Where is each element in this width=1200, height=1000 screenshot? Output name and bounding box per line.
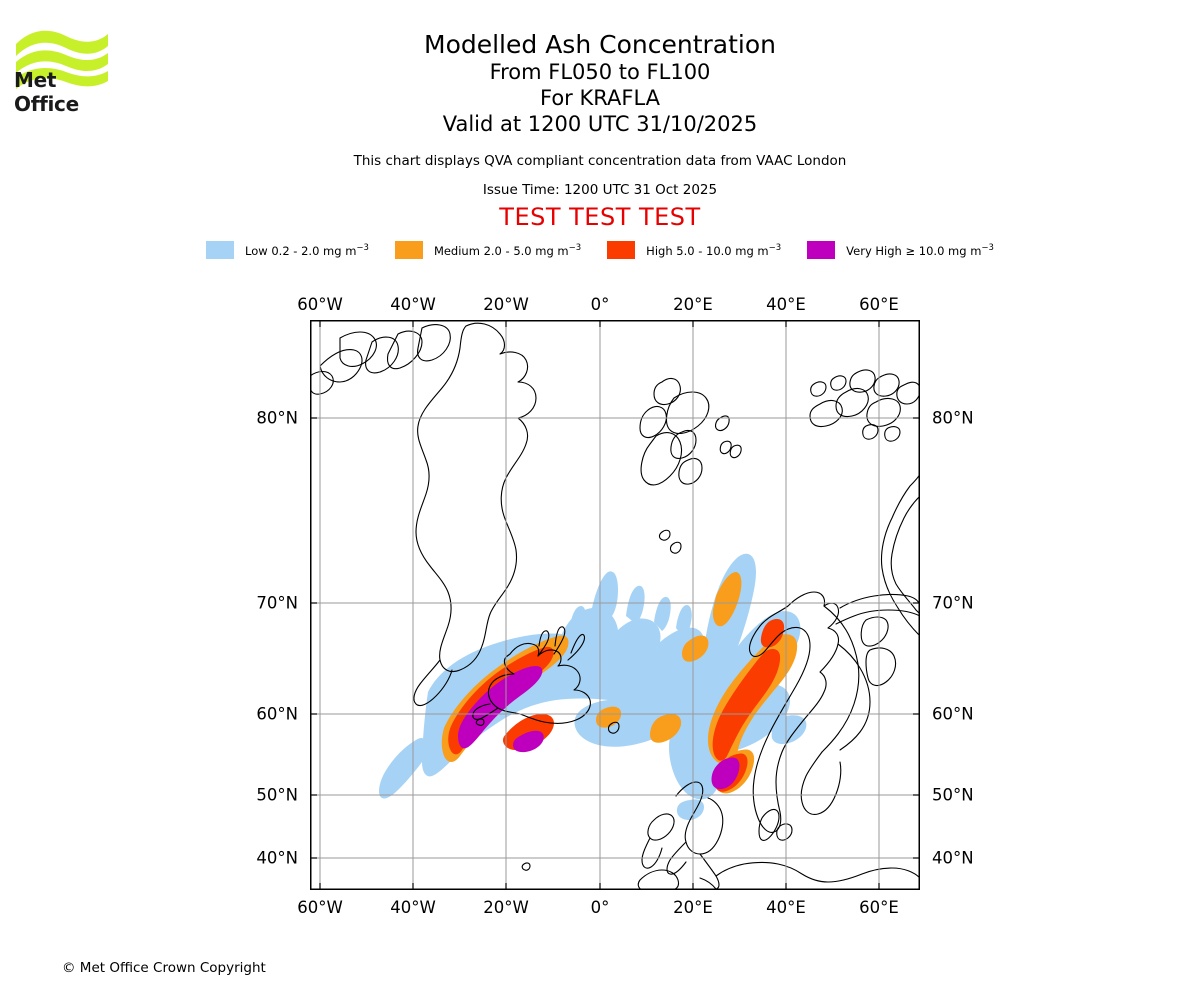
issue-time: Issue Time: 1200 UTC 31 Oct 2025 bbox=[482, 182, 718, 198]
page-title: Modelled Ash Concentration bbox=[424, 30, 776, 59]
legend-item-medium: Medium 2.0 - 5.0 mg m−3 bbox=[394, 241, 582, 259]
lon-label-top-20e: 20°E bbox=[673, 295, 713, 314]
lon-label-bottom-60w: 60°W bbox=[297, 898, 343, 917]
met-office-logo: Met Office bbox=[14, 26, 124, 116]
lat-label-right-70n: 70°N bbox=[932, 593, 974, 613]
volcano-subtitle: For KRAFLA bbox=[540, 86, 660, 110]
lat-label-left-60n: 60°N bbox=[256, 704, 298, 724]
lon-label-bottom-0: 0° bbox=[590, 898, 610, 917]
legend-swatch-very-high bbox=[807, 241, 836, 259]
met-office-logo-waves bbox=[16, 30, 108, 89]
map-gridlines bbox=[310, 320, 920, 890]
lat-label-left-50n: 50°N bbox=[256, 785, 298, 805]
legend-item-low: Low 0.2 - 2.0 mg m−3 bbox=[206, 241, 369, 259]
met-office-wordmark: Met Office bbox=[14, 68, 79, 116]
concentration-legend: Low 0.2 - 2.0 mg m−3 Medium 2.0 - 5.0 mg… bbox=[0, 241, 1200, 259]
lon-label-top-60w: 60°W bbox=[297, 295, 343, 314]
lat-label-left-80n: 80°N bbox=[256, 408, 298, 428]
flight-level-subtitle: From FL050 to FL100 bbox=[489, 60, 711, 84]
lon-label-top-20w: 20°W bbox=[483, 295, 529, 314]
legend-swatch-high bbox=[607, 241, 636, 259]
plume-layer-very-high bbox=[458, 666, 740, 790]
legend-swatch-medium bbox=[394, 241, 423, 259]
map-frame bbox=[310, 320, 920, 890]
lat-label-left-70n: 70°N bbox=[256, 593, 298, 613]
test-banner: TEST TEST TEST bbox=[499, 203, 701, 231]
lon-label-bottom-20e: 20°E bbox=[673, 898, 713, 917]
title-block: Modelled Ash Concentration From FL050 to… bbox=[0, 0, 1200, 232]
legend-label-low: Low 0.2 - 2.0 mg m−3 bbox=[245, 242, 369, 258]
lon-label-top-60e: 60°E bbox=[859, 295, 899, 314]
legend-item-high: High 5.0 - 10.0 mg m−3 bbox=[607, 241, 781, 259]
lat-label-right-80n: 80°N bbox=[932, 408, 974, 428]
lon-label-bottom-20w: 20°W bbox=[483, 898, 529, 917]
legend-item-very-high: Very High ≥ 10.0 mg m−3 bbox=[807, 241, 994, 259]
lon-label-top-0: 0° bbox=[590, 295, 610, 314]
valid-time-subtitle: Valid at 1200 UTC 31/10/2025 bbox=[442, 112, 758, 136]
legend-swatch-low bbox=[206, 241, 235, 259]
lon-label-bottom-40e: 40°E bbox=[766, 898, 806, 917]
lat-label-left-40n: 40°N bbox=[256, 848, 298, 868]
legend-label-very-high: Very High ≥ 10.0 mg m−3 bbox=[846, 242, 994, 258]
lat-label-right-60n: 60°N bbox=[932, 704, 974, 724]
lat-label-right-50n: 50°N bbox=[932, 785, 974, 805]
map-canvas bbox=[310, 320, 920, 890]
lon-label-bottom-60e: 60°E bbox=[859, 898, 899, 917]
copyright-notice: © Met Office Crown Copyright bbox=[62, 960, 266, 976]
lon-label-bottom-40w: 40°W bbox=[390, 898, 436, 917]
coastlines bbox=[310, 322, 920, 890]
lon-label-top-40e: 40°E bbox=[766, 295, 806, 314]
legend-label-medium: Medium 2.0 - 5.0 mg m−3 bbox=[433, 242, 582, 258]
legend-label-high: High 5.0 - 10.0 mg m−3 bbox=[646, 242, 782, 258]
lat-label-right-40n: 40°N bbox=[932, 848, 974, 868]
chart-note: This chart displays QVA compliant concen… bbox=[353, 153, 847, 169]
ash-concentration-map: 60°W 40°W 20°W 0° 20°E 40°E 60°E 60°W 40… bbox=[256, 295, 973, 917]
lon-label-top-40w: 40°W bbox=[390, 295, 436, 314]
